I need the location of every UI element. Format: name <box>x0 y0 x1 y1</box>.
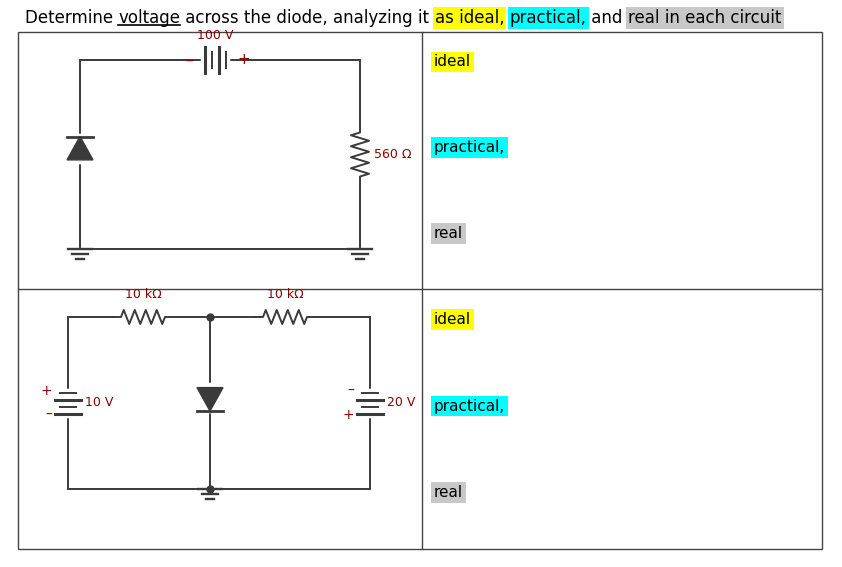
Text: 560 Ω: 560 Ω <box>374 148 412 161</box>
Text: ideal: ideal <box>434 54 472 70</box>
Text: –: – <box>45 408 52 422</box>
Polygon shape <box>197 388 223 411</box>
Text: 10 kΩ: 10 kΩ <box>267 288 303 301</box>
Text: 20 V: 20 V <box>387 396 415 409</box>
Text: +: + <box>343 408 354 422</box>
Text: Determine: Determine <box>25 9 119 27</box>
Text: +: + <box>237 53 250 67</box>
Text: voltage: voltage <box>119 9 180 27</box>
Text: ideal: ideal <box>434 312 472 327</box>
Text: across the diode, analyzing it: across the diode, analyzing it <box>180 9 434 27</box>
Text: 100 V: 100 V <box>197 29 233 42</box>
Text: practical,: practical, <box>509 9 587 27</box>
Polygon shape <box>67 137 93 160</box>
Text: +: + <box>40 384 52 398</box>
Text: –: – <box>185 53 193 67</box>
Text: practical,: practical, <box>434 140 505 155</box>
Text: –: – <box>347 384 354 398</box>
Text: real in each circuit: real in each circuit <box>628 9 781 27</box>
Text: practical,: practical, <box>434 399 505 413</box>
Text: real: real <box>434 226 463 241</box>
Text: 10 kΩ: 10 kΩ <box>125 288 162 301</box>
Text: real: real <box>434 485 463 500</box>
Text: as ideal,: as ideal, <box>434 9 504 27</box>
Text: 10 V: 10 V <box>85 396 114 409</box>
Text: and: and <box>587 9 628 27</box>
